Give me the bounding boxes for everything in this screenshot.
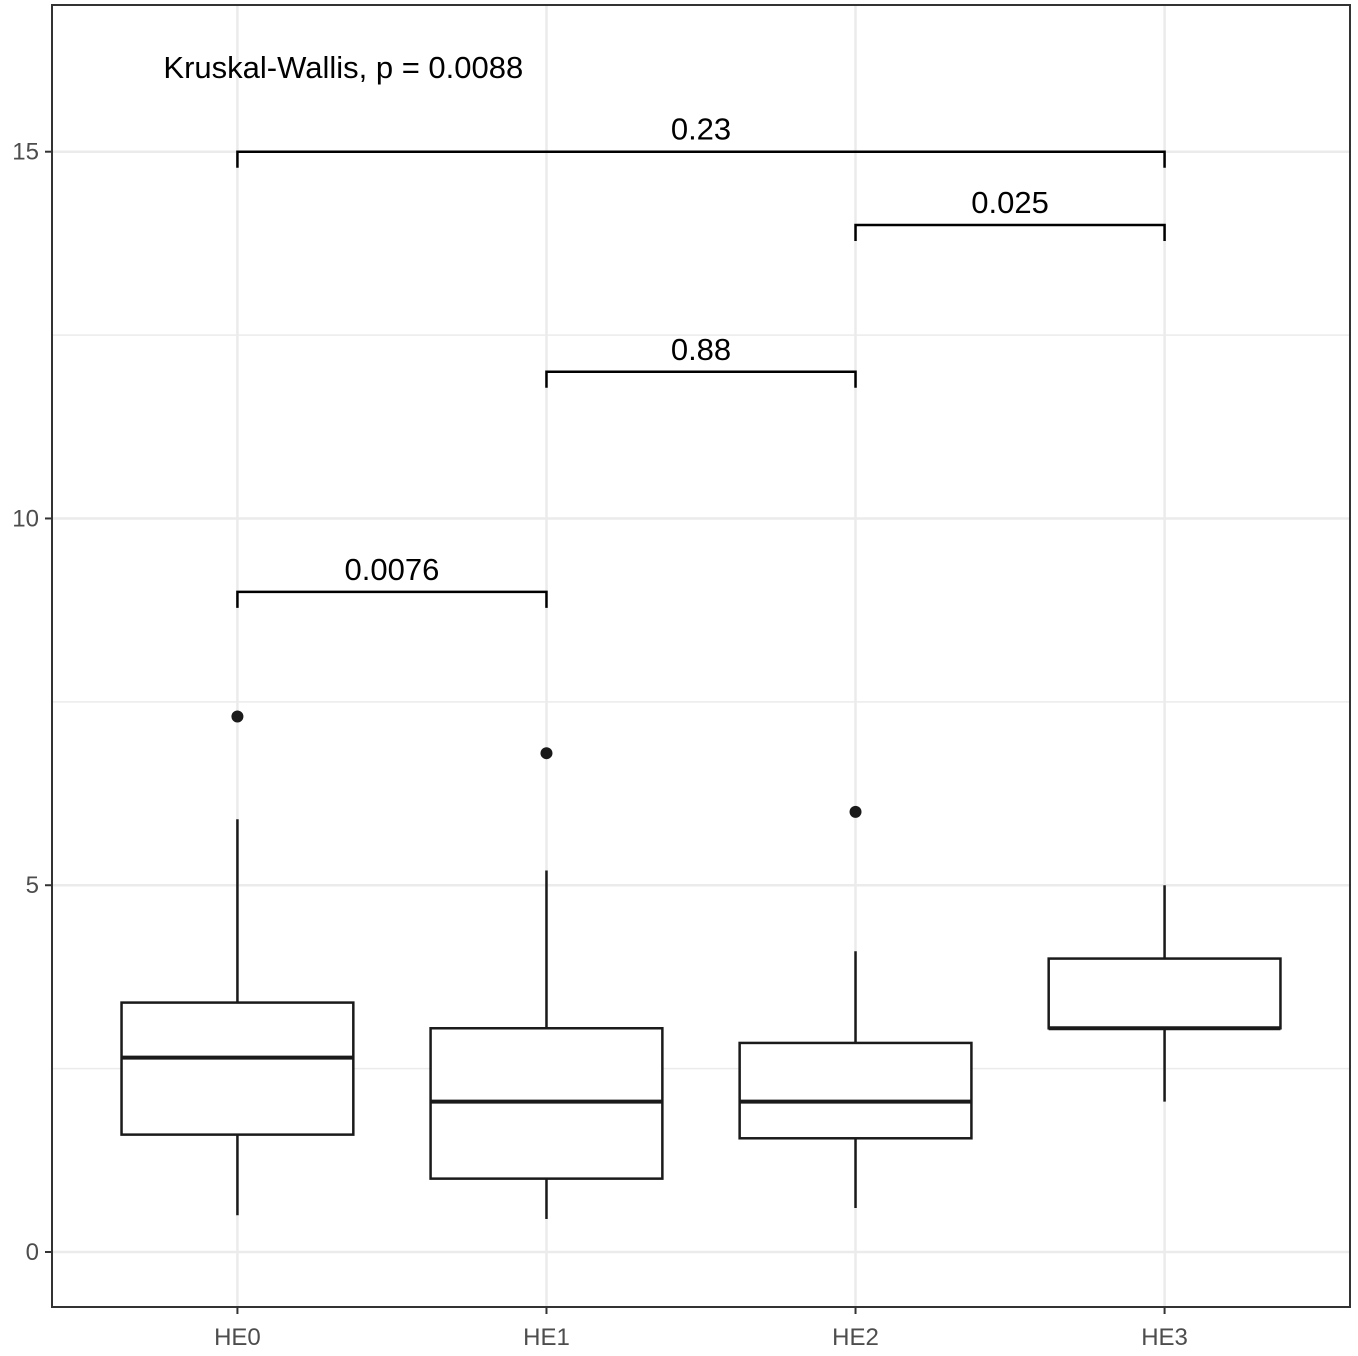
comparison-bracket: [236, 590, 548, 608]
y-tick-label: 15: [12, 139, 39, 166]
comparison-p-value: 0.23: [671, 112, 731, 147]
x-tick-label: HE1: [523, 1324, 570, 1351]
comparison-p-value: 0.88: [671, 332, 731, 367]
comparison-bracket: [236, 150, 1166, 168]
x-tick-label: HE2: [832, 1324, 879, 1351]
comparison-bracket: [854, 223, 1166, 242]
box-iqr: [120, 1001, 355, 1136]
comparison-bracket: [545, 370, 857, 388]
annotation-layer: 0.0076 0.88 0.025 0.23 Kruskal-Wallis, p = 0…: [163, 50, 1166, 608]
x-tick-label: HE3: [1141, 1324, 1188, 1351]
comparison-p-value: 0.025: [971, 185, 1049, 220]
outlier-point: [849, 805, 862, 818]
y-tick-label: 10: [12, 505, 39, 532]
y-tick-label: 0: [26, 1239, 39, 1266]
ticks-layer: 0 5 10 15 HE0 HE1 HE2 HE3: [12, 139, 1188, 1351]
comparison-p-value: 0.0076: [345, 552, 440, 587]
x-tick-label: HE0: [214, 1324, 261, 1351]
outlier-point: [540, 747, 553, 760]
outlier-point: [231, 710, 244, 723]
panel-border: [51, 4, 1351, 1308]
box-iqr: [1047, 957, 1282, 1030]
kruskal-wallis-label: Kruskal-Wallis, p = 0.0088: [163, 50, 523, 85]
y-tick-label: 5: [26, 872, 39, 899]
box-iqr: [738, 1041, 973, 1140]
box-layer: [120, 710, 1282, 1219]
